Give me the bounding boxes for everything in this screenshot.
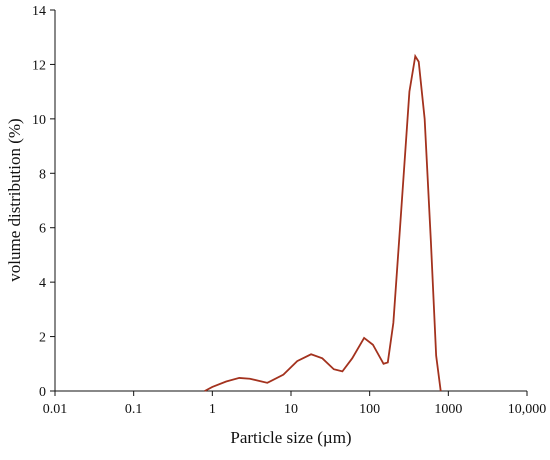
y-tick-label: 2: [39, 331, 46, 346]
x-tick-label: 1000: [434, 402, 462, 417]
y-axis-title: volume distribution (%): [5, 118, 24, 281]
y-tick-label: 6: [39, 222, 46, 237]
x-tick-label: 100: [359, 402, 380, 417]
x-axis-title: Particle size (µm): [230, 428, 351, 447]
y-tick-label: 8: [39, 167, 46, 182]
x-tick-label: 10: [284, 402, 298, 417]
x-tick-label: 0.01: [43, 402, 68, 417]
y-tick-label: 12: [32, 58, 46, 73]
data-line: [204, 53, 442, 392]
y-tick-label: 4: [39, 276, 46, 291]
y-tick-label: 14: [32, 4, 46, 19]
x-tick-label: 10,000: [508, 402, 547, 417]
y-tick-label: 10: [32, 113, 46, 128]
x-tick-label: 1: [209, 402, 216, 417]
x-tick-label: 0.1: [125, 402, 143, 417]
y-tick-label: 0: [39, 385, 46, 400]
